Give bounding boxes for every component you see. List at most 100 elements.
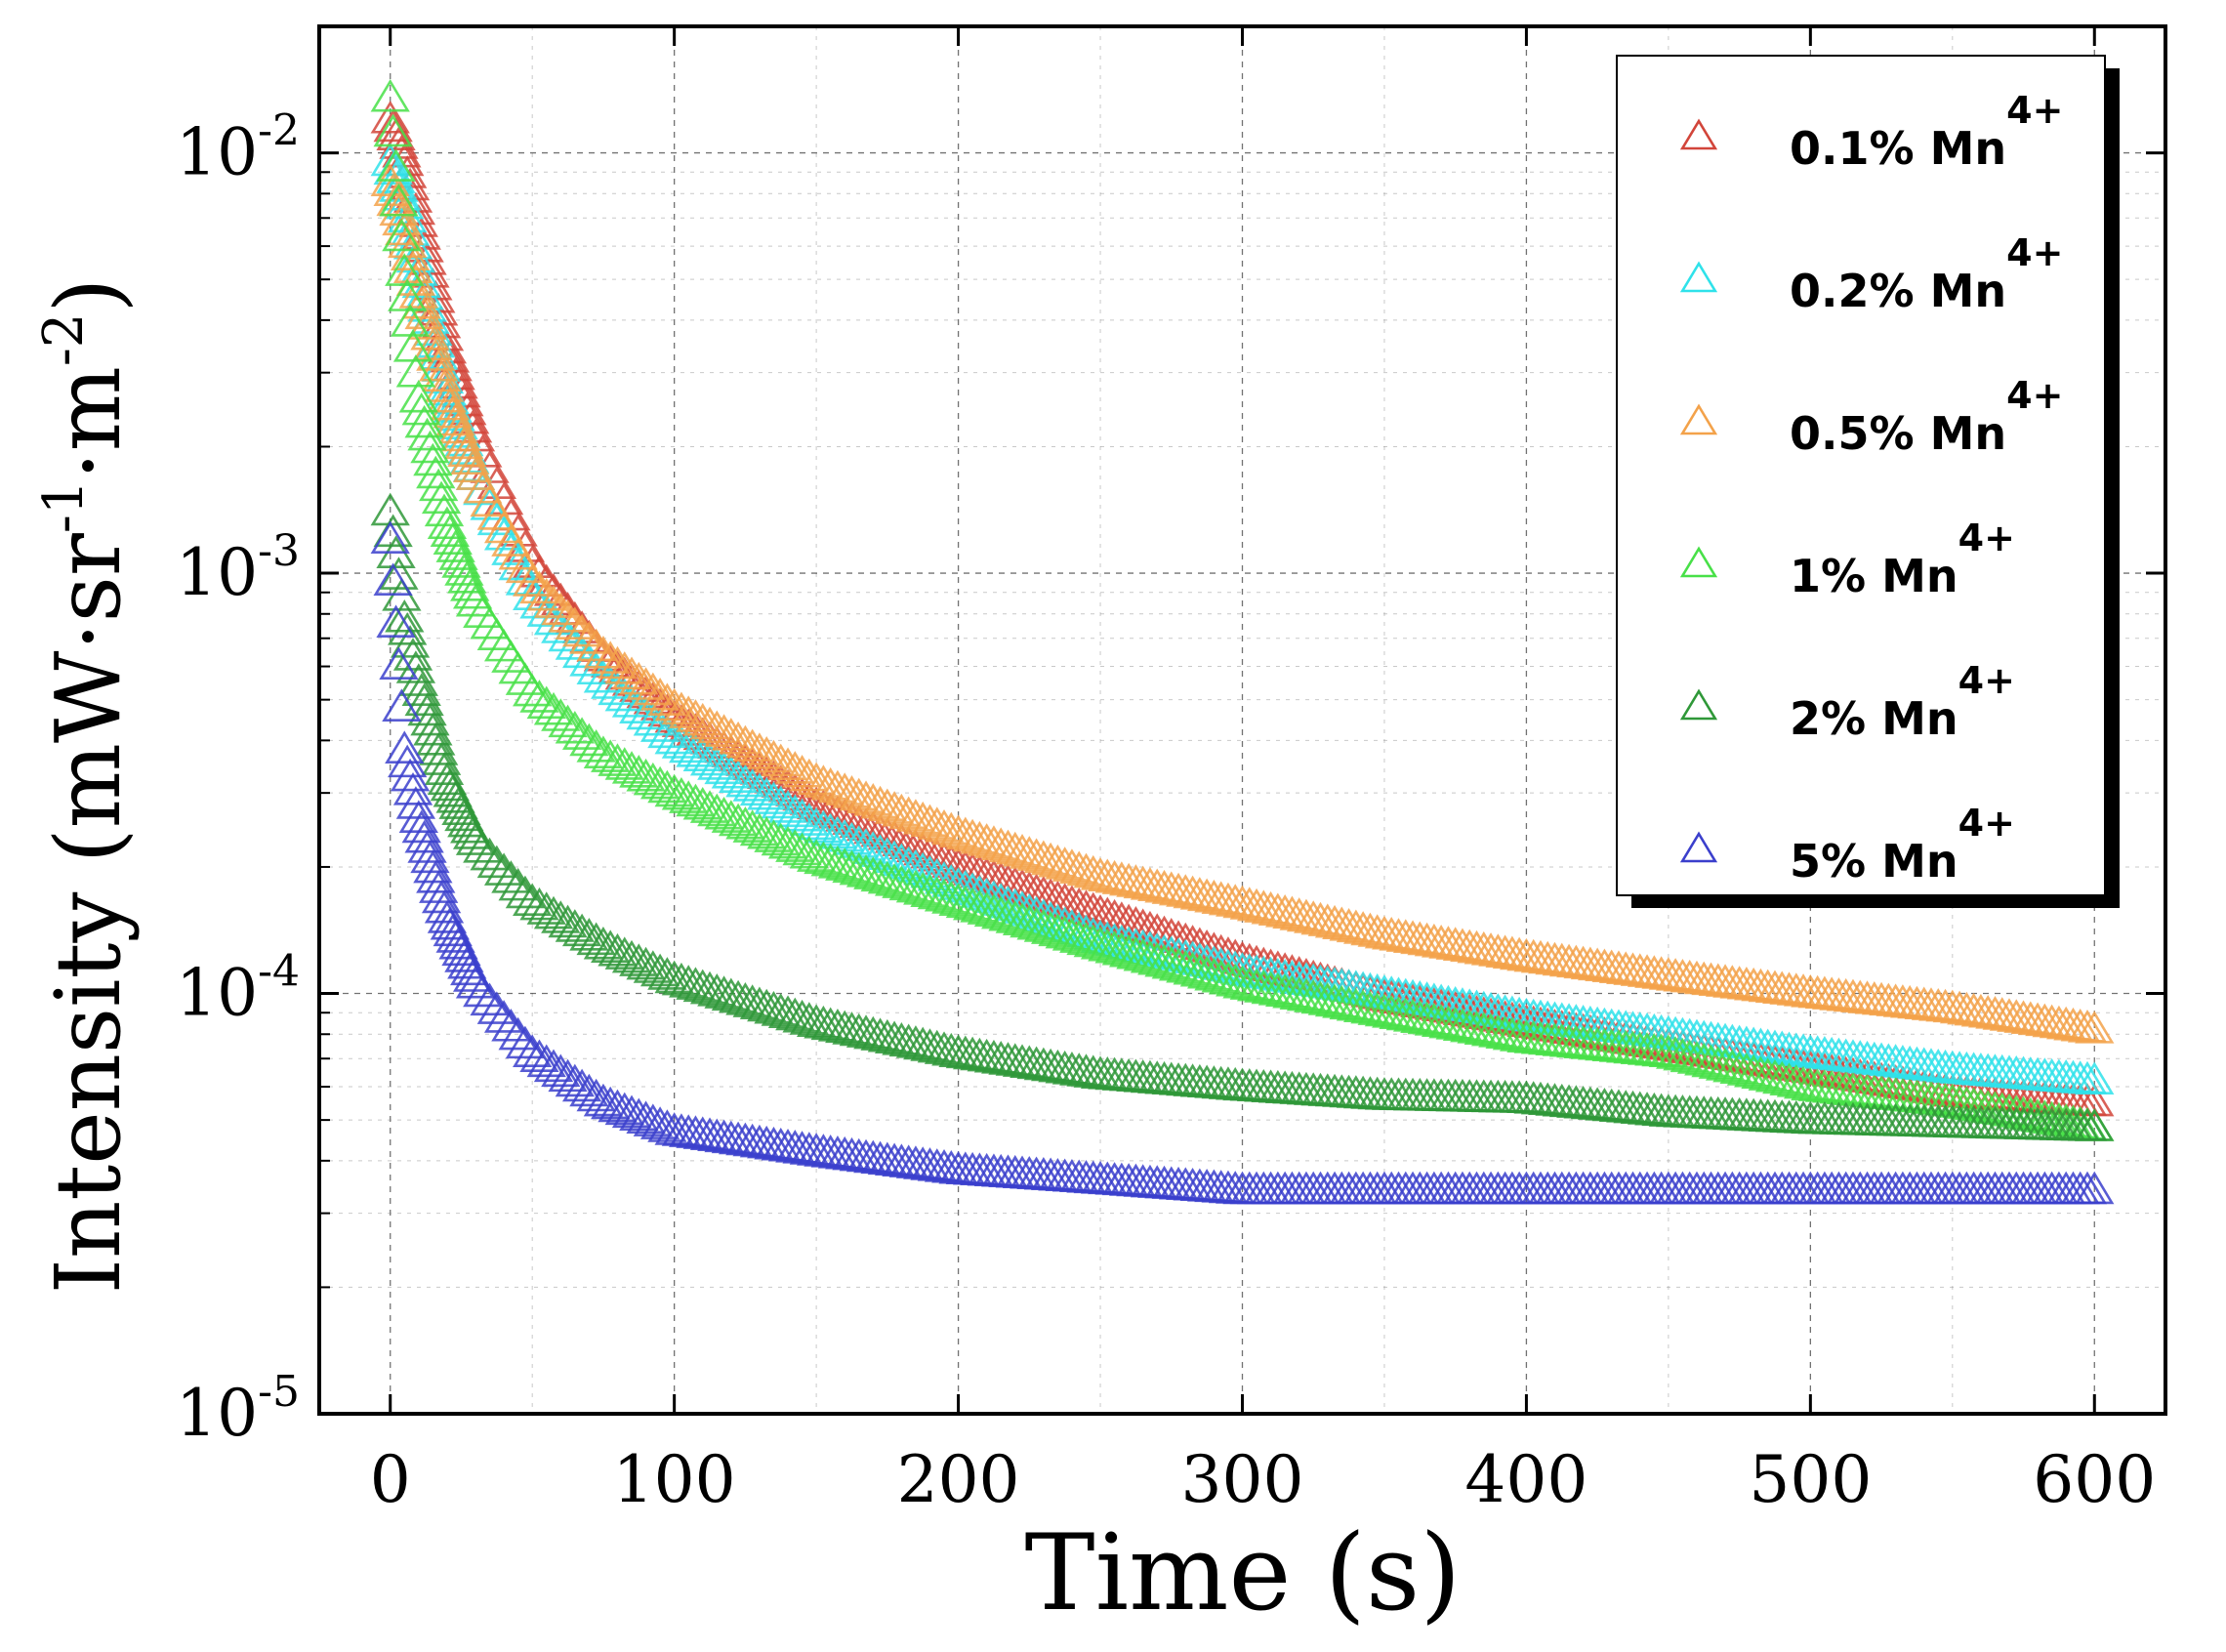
data-point <box>519 680 559 713</box>
data-point <box>583 635 624 669</box>
data-point <box>1116 864 1156 897</box>
legend-entry-3: 1% Mn4+ <box>1679 516 2015 602</box>
data-point <box>395 650 436 683</box>
data-point <box>1400 1000 1440 1033</box>
data-point <box>526 1044 566 1078</box>
data-point <box>747 776 787 810</box>
y-tick-label-exp: -3 <box>258 526 300 576</box>
data-point <box>1144 869 1184 903</box>
data-point <box>447 560 487 594</box>
y-axis-title-suffix: ) <box>36 278 141 313</box>
data-point <box>1407 1001 1447 1035</box>
data-point <box>441 545 481 578</box>
legend-marker <box>1679 546 1718 578</box>
legend-label: 5% Mn4+ <box>1790 802 2015 888</box>
data-point <box>385 599 425 633</box>
y-tick-label-base: 10 <box>176 535 258 610</box>
data-point <box>526 685 566 720</box>
y-axis-title-mid: ·m <box>36 366 141 479</box>
data-point <box>931 1032 971 1066</box>
data-point <box>1385 997 1425 1031</box>
data-point <box>1336 987 1377 1021</box>
data-point <box>373 562 413 597</box>
data-point <box>604 651 644 684</box>
data-point <box>1080 857 1121 890</box>
data-point <box>416 455 456 489</box>
legend-label-sup: 4+ <box>1958 516 2015 559</box>
data-point <box>619 661 659 695</box>
data-point <box>390 625 431 658</box>
data-point <box>370 78 410 112</box>
data-point <box>1457 1011 1497 1044</box>
series-5 <box>370 520 2115 1205</box>
legend-entry-1: 0.2% Mn4+ <box>1679 231 2063 317</box>
data-point <box>754 781 794 814</box>
legend-marker <box>1679 831 1718 863</box>
x-tick-label: 600 <box>2033 1442 2156 1517</box>
y-tick-label-exp: -5 <box>258 1367 300 1417</box>
data-point <box>392 250 433 283</box>
data-point <box>435 529 475 562</box>
x-tick-label: 200 <box>897 1442 1020 1517</box>
legend-label-name: 0.2% Mn <box>1790 265 2006 317</box>
data-point <box>526 891 566 925</box>
data-point <box>1783 1065 1824 1099</box>
data-point <box>470 982 510 1016</box>
data-point <box>1414 1003 1455 1036</box>
data-point <box>513 883 553 916</box>
data-point <box>725 764 765 798</box>
data-point <box>1357 992 1397 1025</box>
data-point <box>505 875 546 909</box>
data-point <box>1123 865 1163 899</box>
data-point <box>1088 858 1128 892</box>
data-point <box>1286 977 1327 1012</box>
data-point <box>1428 1005 1468 1039</box>
data-point <box>1478 1014 1518 1048</box>
data-point <box>548 1058 588 1093</box>
data-point <box>1222 965 1262 999</box>
data-point <box>767 790 808 823</box>
data-point <box>604 678 644 712</box>
legend-label-name: 0.1% Mn <box>1790 122 2006 175</box>
data-point <box>379 183 419 217</box>
data-point <box>438 410 478 444</box>
legend-entry-4: 2% Mn4+ <box>1679 659 2015 745</box>
data-point <box>1208 882 1249 916</box>
data-point <box>1229 967 1269 1000</box>
data-point <box>541 592 581 626</box>
data-point <box>561 717 602 750</box>
data-point <box>388 612 428 645</box>
data-point <box>382 218 422 252</box>
data-point <box>1108 862 1149 896</box>
data-point <box>441 418 481 452</box>
data-point <box>513 1034 553 1067</box>
data-point <box>533 691 574 725</box>
y-tick-label: 10-3 <box>176 526 300 610</box>
x-tick-label: 0 <box>370 1442 411 1517</box>
data-point <box>2075 1061 2115 1094</box>
legend-label-name: 2% Mn <box>1790 692 1958 745</box>
data-point <box>1179 877 1220 910</box>
y-axis-title-sup2: -2 <box>32 313 96 367</box>
data-point <box>498 867 538 901</box>
data-point <box>548 599 588 633</box>
data-point <box>1314 983 1355 1017</box>
data-point <box>1158 872 1199 906</box>
data-point <box>376 604 416 639</box>
data-point <box>376 148 416 182</box>
data-point <box>476 991 516 1024</box>
data-point <box>519 570 559 604</box>
data-point <box>395 786 436 819</box>
data-point <box>483 852 524 886</box>
data-point <box>388 744 428 778</box>
data-point <box>433 394 473 429</box>
legend-marker <box>1679 688 1718 721</box>
data-point <box>382 202 422 236</box>
data-point <box>1294 979 1334 1012</box>
data-point <box>676 734 716 767</box>
data-point <box>1342 989 1383 1022</box>
data-point <box>1435 1007 1475 1040</box>
y-tick-label: 10-4 <box>176 947 300 1031</box>
data-point <box>1194 879 1234 913</box>
